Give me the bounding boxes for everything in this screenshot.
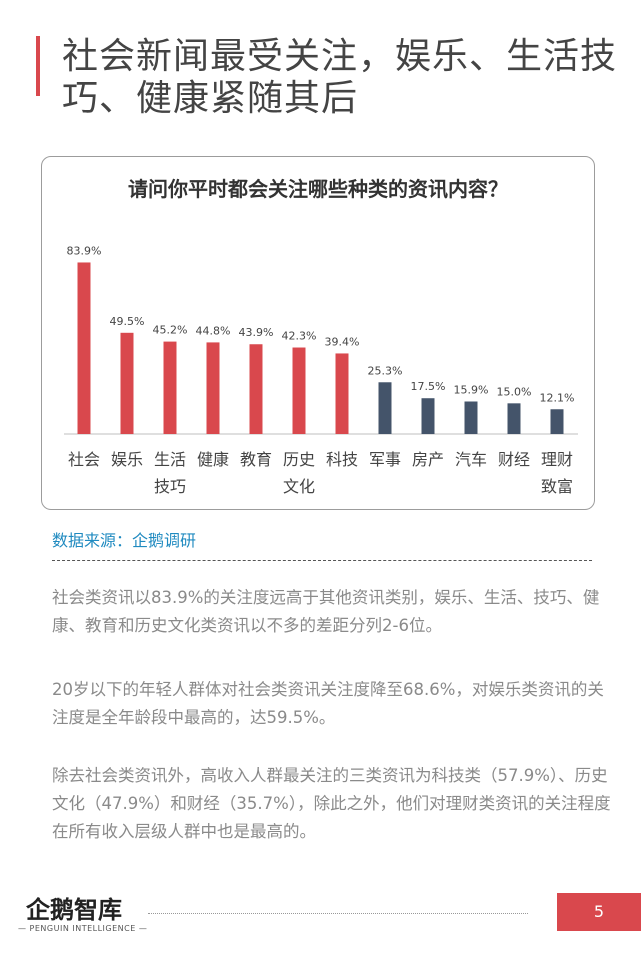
bar (421, 398, 435, 434)
footer-divider (148, 913, 528, 914)
bar-value-label: 42.3% (282, 330, 317, 343)
category-label: 教育 (240, 450, 272, 469)
category-label: 致富 (541, 477, 573, 496)
paragraph-3: 除去社会类资讯外，高收入人群最关注的三类资讯为科技类（57.9%）、历史文化（4… (52, 766, 611, 841)
logo-text: 企鹅智库 (26, 896, 122, 924)
bar (378, 382, 392, 434)
category-label: 健康 (197, 450, 229, 469)
bar-value-label: 44.8% (196, 324, 231, 337)
logo-subtitle: — PENGUIN INTELLIGENCE — (18, 924, 148, 933)
headline-accent-bar (36, 36, 40, 96)
paragraph-2: 20岁以下的年轻人群体对社会类资讯关注度降至68.6%，对娱乐类资讯的关注度是全… (52, 680, 604, 727)
bar-value-label: 12.1% (540, 391, 575, 404)
bar (292, 347, 306, 434)
category-label: 娱乐 (111, 450, 143, 469)
category-label: 技巧 (154, 477, 186, 496)
bar-chart: 83.9% 社会 49.5% 娱乐 45.2% 生活技巧 44.8% 健康 43.9% 教育 42.… (64, 244, 578, 496)
penguin-intelligence-logo: 企鹅智库 — PENGUIN INTELLIGENCE — (18, 890, 147, 936)
category-label: 历史 (283, 450, 315, 469)
bar-value-label: 39.4% (325, 335, 360, 348)
bar (507, 403, 521, 434)
bar-value-label: 15.0% (497, 385, 532, 398)
divider (52, 560, 592, 561)
bar (335, 353, 349, 434)
category-label: 社会 (68, 450, 100, 469)
data-source: 数据来源：企鹅调研 (52, 531, 197, 550)
bar (206, 342, 220, 434)
bar (464, 401, 478, 434)
paragraph-1: 社会类资讯以83.9%的关注度远高于其他资讯类别，娱乐、生活、技巧、健康、教育和… (52, 588, 600, 635)
bar-value-label: 43.9% (239, 326, 274, 339)
chart-title: 请问你平时都会关注哪些种类的资讯内容？ (128, 177, 508, 201)
bar (249, 344, 263, 434)
category-label: 财经 (498, 450, 530, 469)
bar-value-label: 45.2% (153, 324, 188, 337)
bar-value-label: 17.5% (411, 380, 446, 393)
bar-value-label: 83.9% (67, 244, 102, 257)
category-label: 科技 (326, 450, 358, 469)
bar (77, 262, 91, 434)
category-label: 文化 (283, 477, 315, 496)
category-label: 汽车 (455, 450, 487, 469)
bar-value-label: 49.5% (110, 315, 145, 328)
bar (550, 409, 564, 434)
category-label: 生活 (154, 450, 186, 469)
page-headline: 社会新闻最受关注，娱乐、生活技巧、健康紧随其后 (62, 36, 618, 119)
category-label: 军事 (369, 450, 401, 469)
bar-value-label: 25.3% (368, 364, 403, 377)
bar (120, 332, 134, 434)
category-label: 理财 (541, 450, 573, 469)
category-label: 房产 (412, 450, 444, 469)
bar (163, 341, 177, 434)
bar-value-label: 15.9% (454, 383, 489, 396)
page-number: 5 (557, 893, 641, 931)
chart-panel: 83.9% 社会 49.5% 娱乐 45.2% 生活技巧 44.8% 健康 43.9% 教育 42.… (41, 156, 595, 510)
